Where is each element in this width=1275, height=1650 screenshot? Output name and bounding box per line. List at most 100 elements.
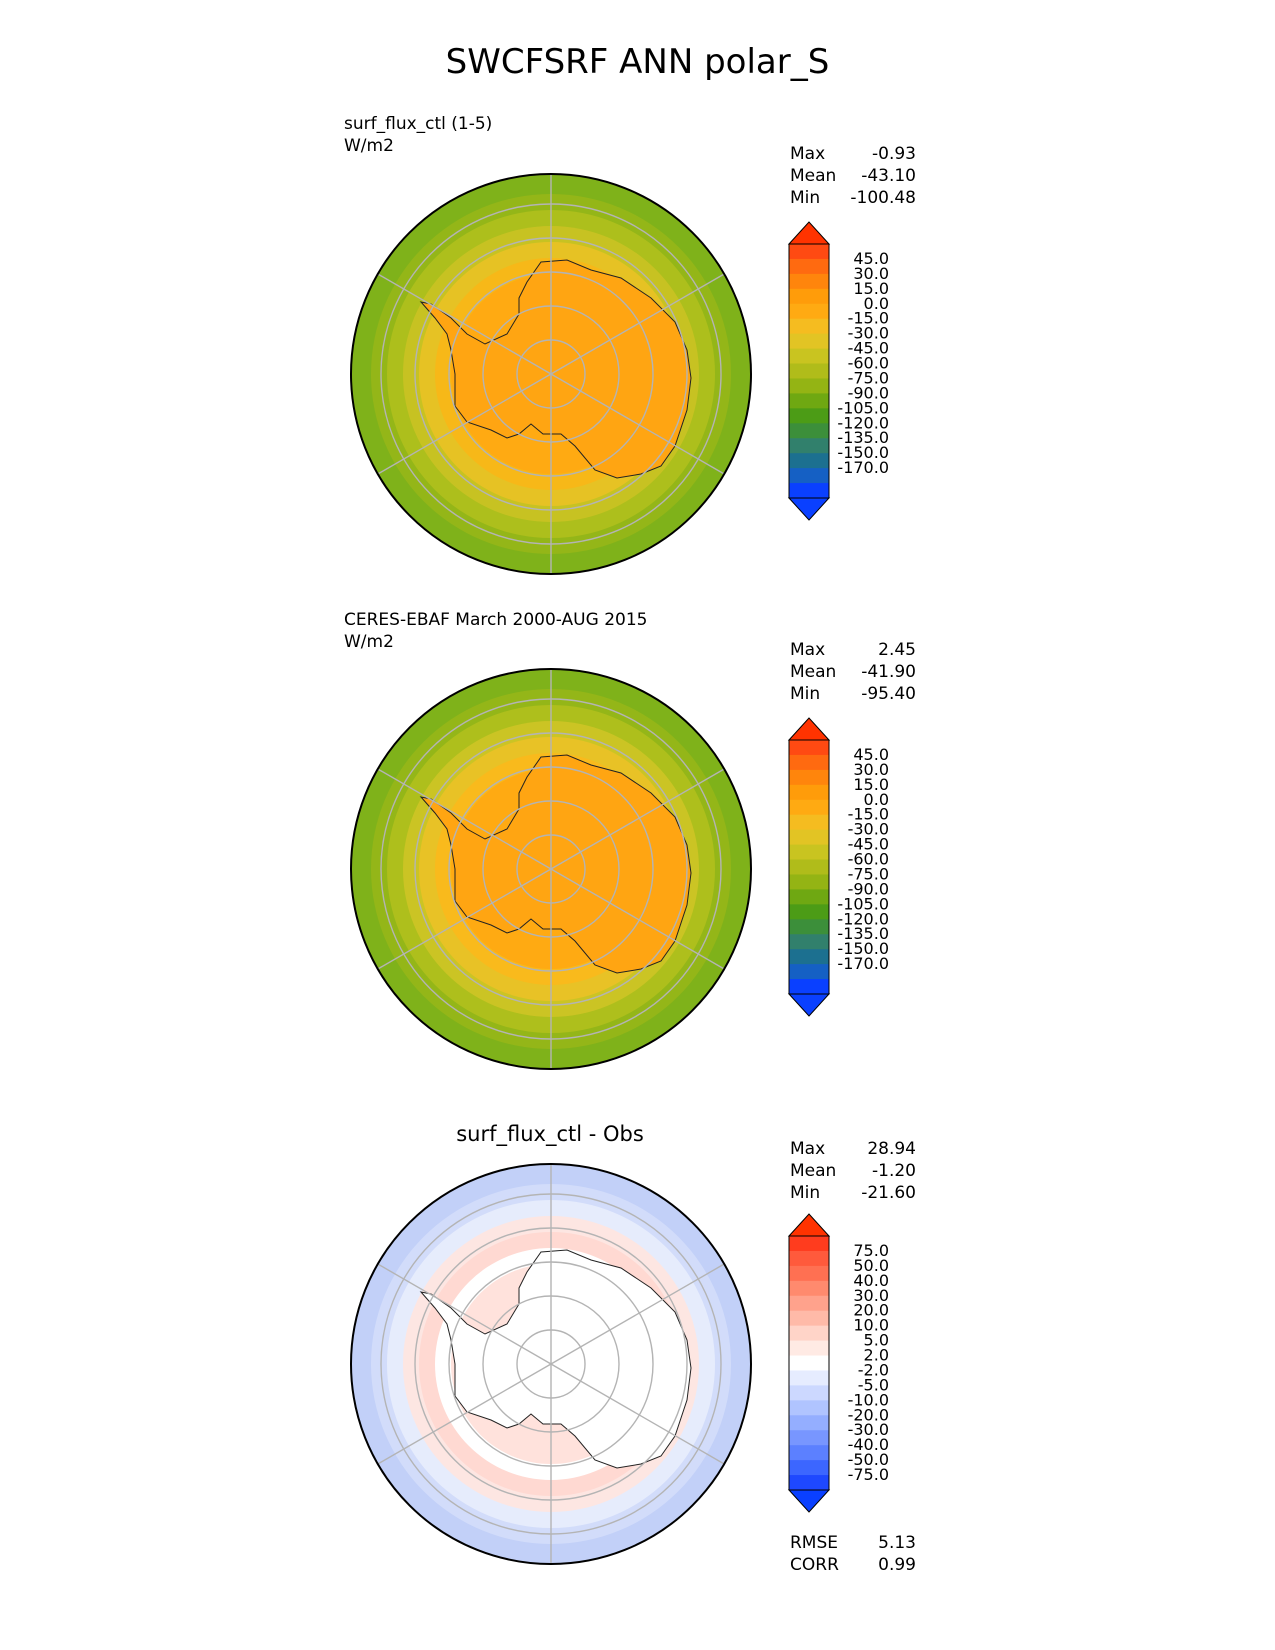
colorbar-tick-label: -15.0 <box>848 805 889 824</box>
colorbar-band <box>789 1236 829 1252</box>
colorbar-tick-label: -40.0 <box>848 1435 889 1454</box>
colorbar-bottom-cap <box>787 993 831 1017</box>
metric-label: CORR <box>790 1555 839 1575</box>
stat-value: -41.90 <box>861 662 916 682</box>
colorbar: 45.030.015.00.0-15.0-30.0-45.0-60.0-75.0… <box>787 221 889 521</box>
panel-title-line1: surf_flux_ctl (1-5) <box>344 114 493 134</box>
colorbar-band <box>789 1445 829 1461</box>
colorbar-band <box>789 348 829 365</box>
colorbar-band <box>789 1280 829 1297</box>
colorbar-band <box>789 273 829 290</box>
colorbar-band <box>789 964 829 980</box>
colorbar-bottom-cap <box>787 497 831 521</box>
stat-label: Max <box>790 144 826 164</box>
meridian-line <box>377 1363 552 1465</box>
colorbar-band <box>789 754 829 771</box>
colorbar-tick-label: -45.0 <box>848 835 889 854</box>
colorbar-tick-label: -120.0 <box>837 413 889 432</box>
colorbar-tick-label: -90.0 <box>848 879 889 898</box>
panel-units: W/m2 <box>344 632 394 652</box>
colorbar-band <box>789 799 829 816</box>
meridian-line <box>550 768 725 870</box>
stat-label: Max <box>790 640 826 660</box>
meridian-line <box>550 273 725 375</box>
polar-map <box>350 1163 752 1565</box>
colorbar-band <box>789 1415 829 1431</box>
panel-title: CERES-EBAF March 2000-AUG 2015 <box>344 609 647 631</box>
stat-value: -1.20 <box>872 1161 916 1181</box>
metric-value: 0.99 <box>878 1555 916 1575</box>
colorbar-band <box>789 333 829 350</box>
colorbar-tick-label: 20.0 <box>853 1301 889 1320</box>
stat-value: -21.60 <box>861 1183 916 1203</box>
meridian-line <box>550 373 725 475</box>
colorbar-band <box>789 453 829 469</box>
colorbar-tick-label: -105.0 <box>837 398 889 417</box>
colorbar-tick-label: -90.0 <box>848 383 889 402</box>
colorbar-tick-label: 0.0 <box>864 790 889 809</box>
meridian-line <box>377 273 552 375</box>
colorbar-band <box>789 859 829 875</box>
stats-box: Max 2.45 Mean -41.90 Min -95.40 <box>790 639 916 705</box>
colorbar-tick-label: -75.0 <box>848 864 889 883</box>
colorbar-band <box>789 423 829 439</box>
colorbar-band <box>789 934 829 950</box>
colorbar: 45.030.015.00.0-15.0-30.0-45.0-60.0-75.0… <box>787 717 889 1017</box>
colorbar-frame <box>788 243 830 499</box>
colorbar-tick-label: -10.0 <box>848 1390 889 1409</box>
colorbar-band <box>789 784 829 801</box>
colorbar-frame <box>788 1235 830 1491</box>
colorbar-tick-label: 45.0 <box>853 249 889 268</box>
colorbar-band <box>789 740 829 756</box>
colorbar-tick-label: -150.0 <box>837 939 889 958</box>
stat-value: 28.94 <box>867 1139 916 1159</box>
colorbar-band <box>789 874 829 890</box>
colorbar-tick-label: -30.0 <box>848 1420 889 1439</box>
colorbar-tick-label: -170.0 <box>837 954 889 973</box>
colorbar-tick-label: 30.0 <box>853 264 889 283</box>
colorbar-tick-label: 45.0 <box>853 745 889 764</box>
meridian-line <box>377 373 552 475</box>
metric-label: RMSE <box>790 1533 839 1553</box>
colorbar-band <box>789 468 829 484</box>
colorbar-band <box>789 1430 829 1446</box>
map-boundary <box>350 668 752 1070</box>
colorbar-tick-label: -120.0 <box>837 909 889 928</box>
colorbar-band <box>789 363 829 379</box>
colorbar-band <box>789 1370 829 1386</box>
colorbar-bottom-cap <box>787 1489 831 1513</box>
stat-label: Min <box>790 684 821 704</box>
colorbar-tick-label: 40.0 <box>853 1271 889 1290</box>
colorbar-tick-label: -5.0 <box>858 1375 889 1394</box>
colorbar: 75.050.040.030.020.010.05.02.0-2.0-5.0-1… <box>787 1213 889 1513</box>
colorbar-band <box>789 438 829 454</box>
colorbar-frame <box>788 739 830 995</box>
colorbar-band <box>789 829 829 846</box>
colorbar-tick-label: 0.0 <box>864 294 889 313</box>
colorbar-tick-label: -105.0 <box>837 894 889 913</box>
colorbar-tick-label: -15.0 <box>848 309 889 328</box>
colorbar-top-cap <box>787 221 831 245</box>
colorbar-tick-label: -75.0 <box>848 368 889 387</box>
colorbar-band <box>789 919 829 935</box>
colorbar-band <box>789 303 829 320</box>
stat-label: Mean <box>790 1161 837 1181</box>
meridian-line <box>550 1263 725 1365</box>
colorbar-tick-label: -30.0 <box>848 820 889 839</box>
colorbar-tick-label: 10.0 <box>853 1316 889 1335</box>
panel-title-line1: CERES-EBAF March 2000-AUG 2015 <box>344 610 648 630</box>
stats-box: Max 28.94 Mean -1.20 Min -21.60 <box>790 1138 916 1204</box>
stat-label: Min <box>790 1183 821 1203</box>
meridian-line <box>550 1363 725 1465</box>
panel-title: surf_flux_ctl - Obs <box>456 1122 644 1146</box>
panel-units: W/m2 <box>344 136 394 156</box>
meridian-line <box>377 868 552 970</box>
graticule <box>377 1164 725 1564</box>
stat-value: -43.10 <box>861 166 916 186</box>
colorbar-tick-label: -60.0 <box>848 850 889 869</box>
map-boundary <box>350 1163 752 1565</box>
colorbar-band <box>789 378 829 394</box>
colorbar-tick-label: -150.0 <box>837 443 889 462</box>
colorbar-band <box>789 1475 829 1491</box>
colorbar-band <box>789 1400 829 1416</box>
